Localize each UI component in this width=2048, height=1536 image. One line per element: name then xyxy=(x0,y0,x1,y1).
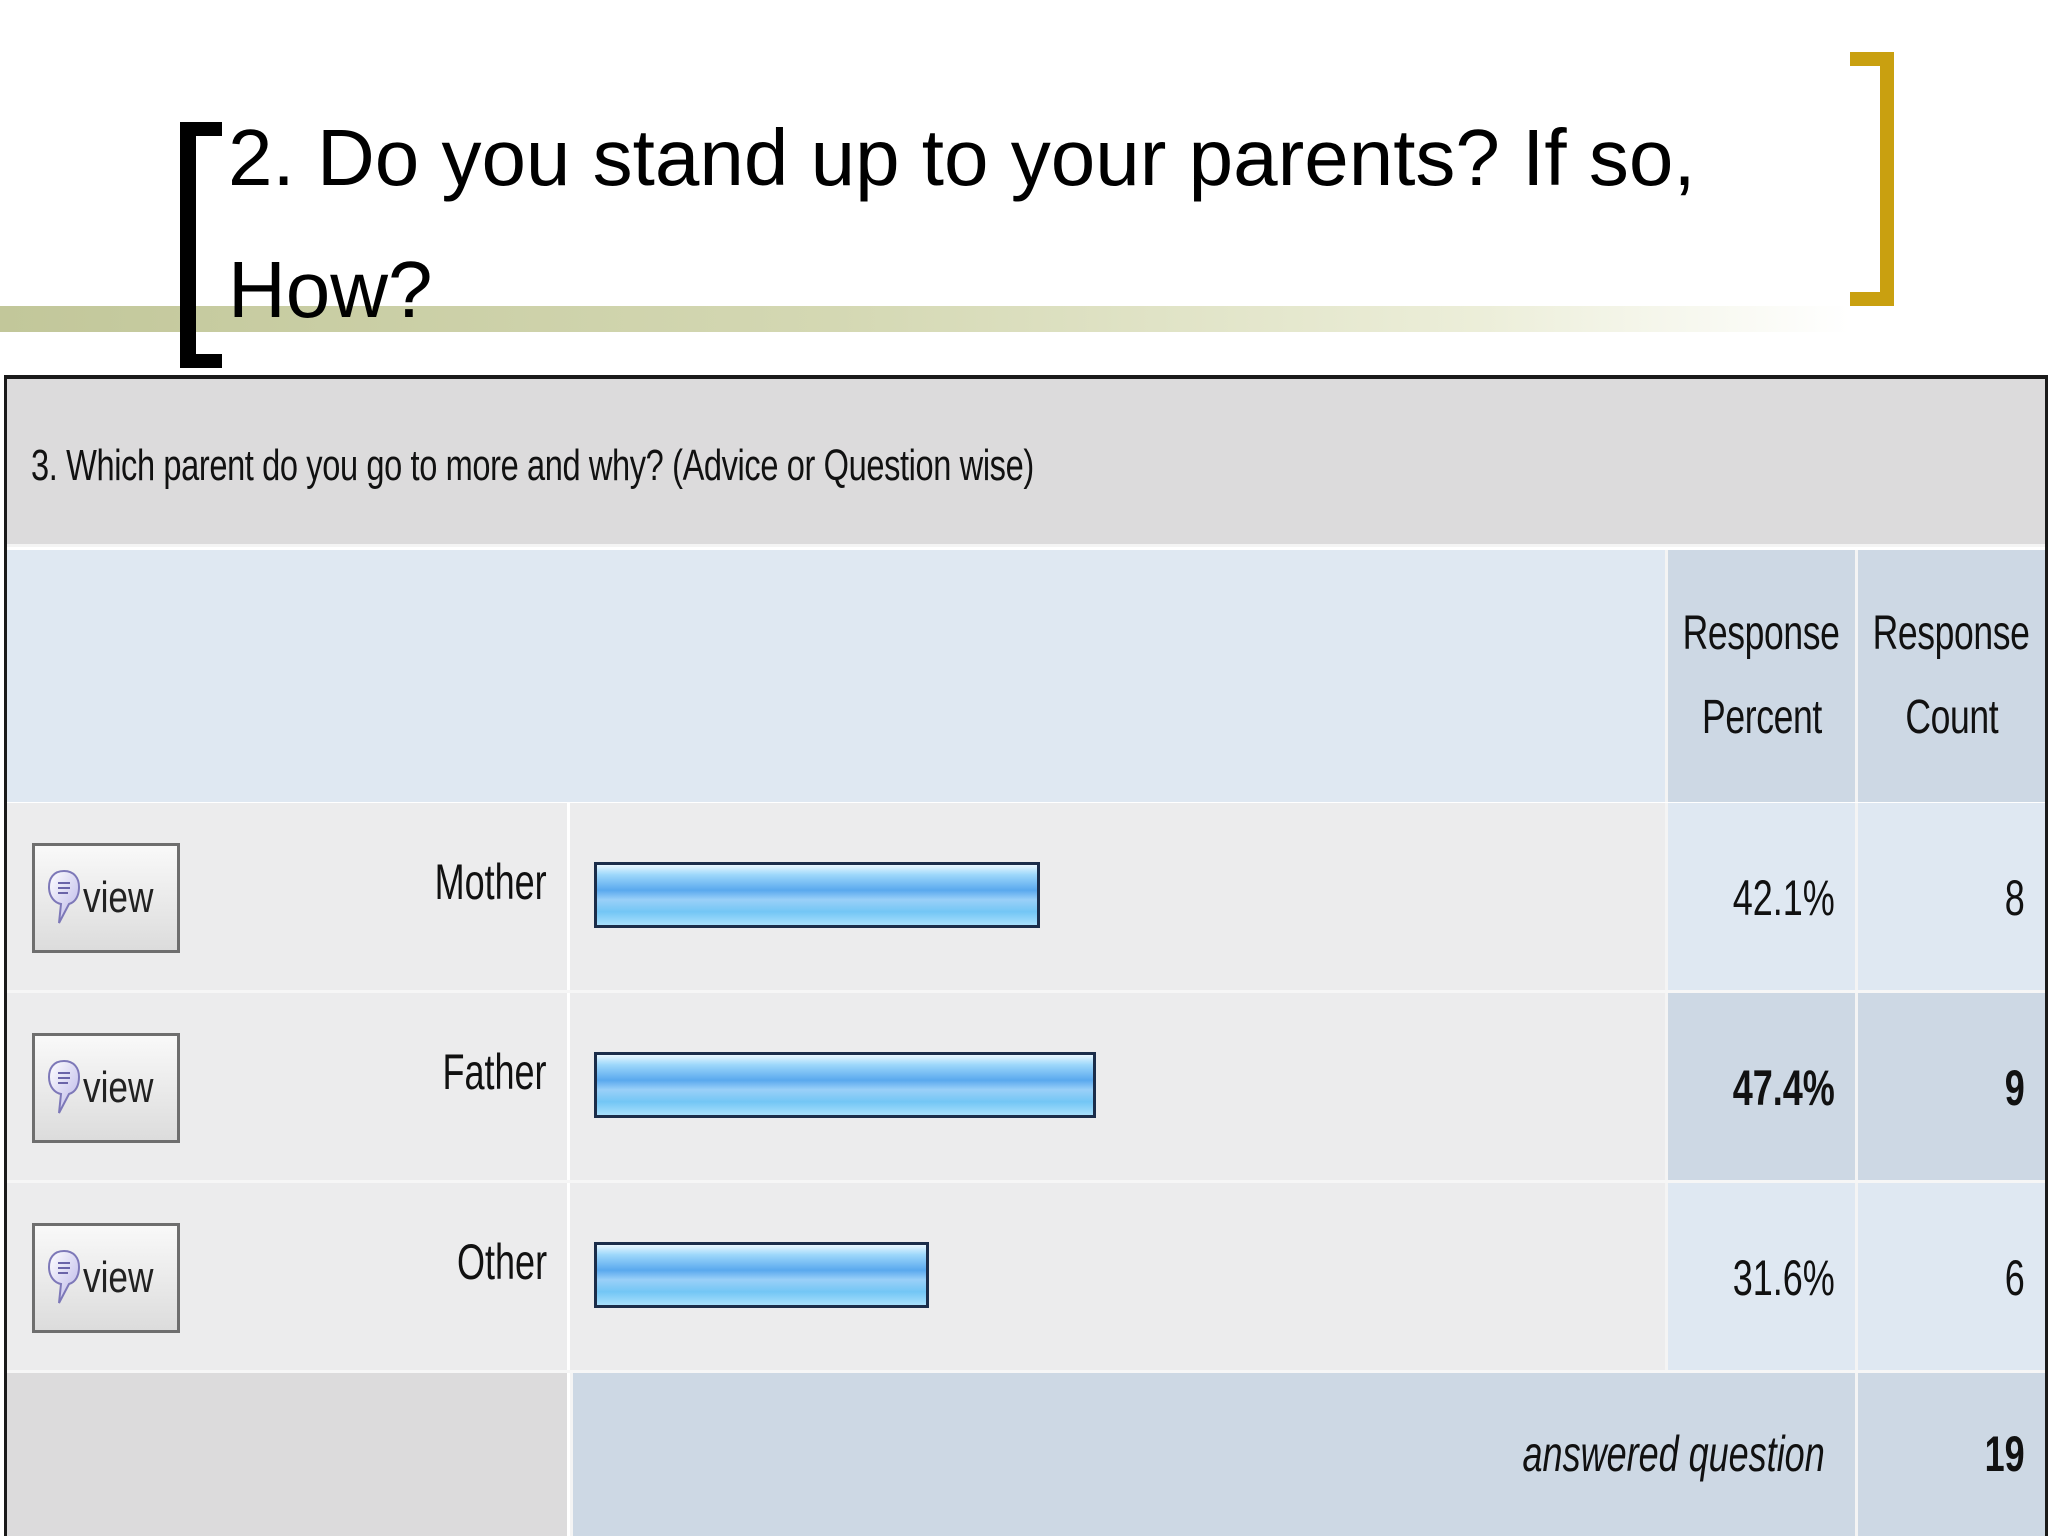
response-percent: 42.1% xyxy=(1732,870,1835,926)
view-button[interactable]: view xyxy=(32,843,180,953)
left-bracket-decoration xyxy=(180,122,222,368)
response-count: 8 xyxy=(2004,870,2025,926)
answered-question-row: answered question 19 xyxy=(7,1373,2045,1536)
response-bar xyxy=(594,1242,929,1308)
speech-bubble-icon xyxy=(47,1249,81,1304)
answered-question-count: 19 xyxy=(1984,1426,2025,1482)
choice-cell: view Mother xyxy=(7,803,567,990)
response-count-header: Response Count xyxy=(1855,550,2045,802)
speech-bubble-icon xyxy=(47,1059,81,1114)
question-title: 3. Which parent do you go to more and wh… xyxy=(31,441,1034,490)
view-button-label: view xyxy=(83,873,154,922)
response-count-cell: 8 xyxy=(1855,803,2045,990)
footer-empty-cell xyxy=(7,1373,567,1536)
response-percent-cell: 42.1% xyxy=(1665,803,1855,990)
view-button-label: view xyxy=(83,1253,154,1302)
response-percent-header: Response Percent xyxy=(1665,550,1855,802)
bar-cell xyxy=(570,1183,1665,1370)
response-count: 9 xyxy=(2004,1060,2025,1116)
choice-label: Other xyxy=(456,1234,547,1290)
row-divider xyxy=(7,1370,2045,1373)
row-divider xyxy=(7,990,2045,993)
response-percent-cell: 47.4% xyxy=(1665,993,1855,1180)
table-row: view Mother 42.1% 8 xyxy=(7,803,2045,993)
view-button[interactable]: view xyxy=(32,1223,180,1333)
view-button[interactable]: view xyxy=(32,1033,180,1143)
slide-title: 2. Do you stand up to your parents? If s… xyxy=(228,113,1696,334)
right-bracket-decoration xyxy=(1850,52,1894,306)
choice-label: Mother xyxy=(434,854,547,910)
answered-question-label-cell: answered question xyxy=(570,1373,1855,1536)
answered-question-label: answered question xyxy=(1522,1426,1825,1482)
view-button-label: view xyxy=(83,1063,154,1112)
response-count: 6 xyxy=(2004,1250,2025,1306)
answered-question-count-cell: 19 xyxy=(1855,1373,2045,1536)
speech-bubble-icon xyxy=(47,869,81,924)
table-row: view Other 31.6% 6 xyxy=(7,1183,2045,1373)
row-divider xyxy=(7,1180,2045,1183)
response-percent: 31.6% xyxy=(1732,1250,1835,1306)
response-bar xyxy=(594,1052,1096,1118)
response-percent-header-line1: Response xyxy=(1683,607,1840,660)
response-bar xyxy=(594,862,1040,928)
choice-label: Father xyxy=(442,1044,547,1100)
bar-cell xyxy=(570,993,1665,1180)
bar-cell xyxy=(570,803,1665,990)
table-header-row: Response Percent Response Count xyxy=(7,550,2045,802)
decorative-stripe xyxy=(0,306,1850,332)
question-title-bar: 3. Which parent do you go to more and wh… xyxy=(7,379,2045,547)
response-count-header-line2: Count xyxy=(1905,691,1998,744)
response-count-cell: 9 xyxy=(1855,993,2045,1180)
table-row: view Father 47.4% 9 xyxy=(7,993,2045,1183)
response-percent: 47.4% xyxy=(1732,1060,1835,1116)
choice-cell: view Father xyxy=(7,993,567,1180)
response-count-cell: 6 xyxy=(1855,1183,2045,1370)
response-percent-cell: 31.6% xyxy=(1665,1183,1855,1370)
survey-results-panel: 3. Which parent do you go to more and wh… xyxy=(4,375,2048,1536)
response-count-header-line1: Response xyxy=(1873,607,2030,660)
response-percent-header-line2: Percent xyxy=(1701,691,1822,744)
choice-cell: view Other xyxy=(7,1183,567,1370)
